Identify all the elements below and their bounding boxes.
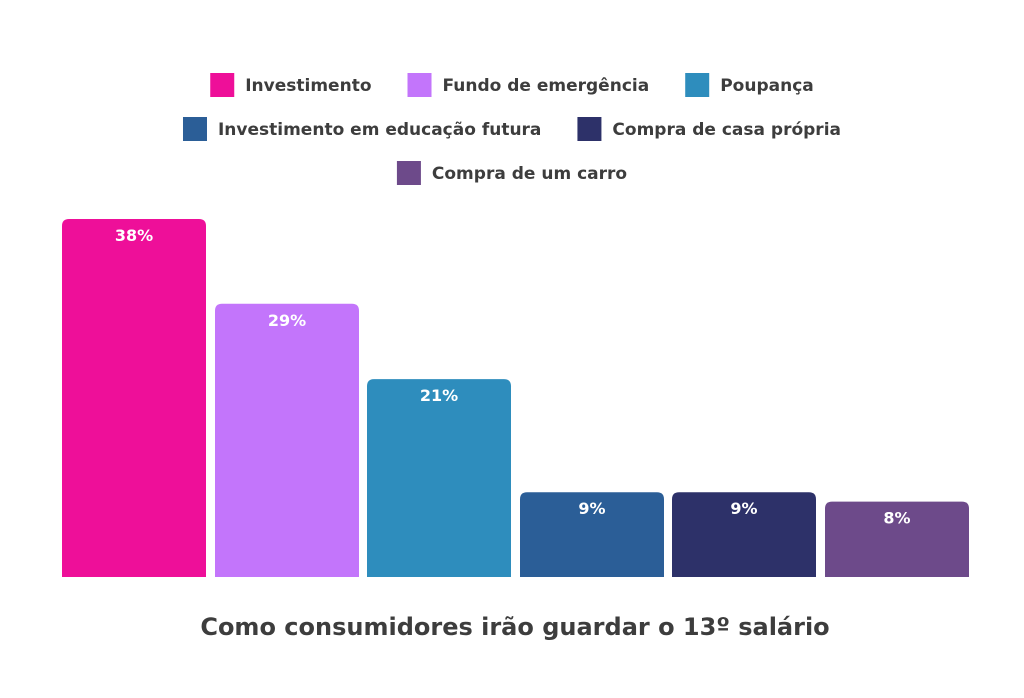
legend-swatch bbox=[577, 117, 602, 141]
legend-label: Fundo de emergência bbox=[443, 76, 650, 96]
bar-investimento-em-educacao-futura bbox=[520, 492, 664, 577]
legend-label: Investimento em educação futura bbox=[218, 120, 541, 140]
bar-fundo-de-emergencia bbox=[215, 303, 359, 577]
bar-compra-de-um-carro bbox=[825, 501, 969, 577]
value-label-investimento-em-educacao-futura: 9% bbox=[578, 499, 605, 518]
legend-item-fundo-de-emergencia: Fundo de emergência bbox=[407, 73, 650, 97]
legend-item-investimento-em-educacao-futura: Investimento em educação futura bbox=[182, 117, 541, 141]
legend-item-compra-de-um-carro: Compra de um carro bbox=[396, 161, 627, 185]
bar-compra-de-casa-propria bbox=[672, 492, 816, 577]
legend-swatch bbox=[182, 117, 207, 141]
legend-label: Investimento bbox=[245, 76, 371, 96]
value-label-compra-de-um-carro: 8% bbox=[883, 509, 910, 528]
legend-swatch bbox=[407, 73, 432, 97]
bar-poupanca bbox=[367, 379, 511, 577]
bars: 38% 29% 21% 9% 9% 8% bbox=[62, 219, 969, 577]
legend-item-poupanca: Poupança bbox=[685, 73, 814, 97]
value-label-fundo-de-emergencia: 29% bbox=[268, 311, 306, 330]
legend-label: Poupança bbox=[720, 76, 814, 96]
value-label-compra-de-casa-propria: 9% bbox=[730, 499, 757, 518]
legend-item-investimento: Investimento bbox=[210, 73, 372, 97]
value-label-poupanca: 21% bbox=[420, 386, 458, 405]
chart-title: Como consumidores irão guardar o 13º sal… bbox=[200, 613, 829, 641]
legend-label: Compra de um carro bbox=[432, 164, 627, 184]
legend-swatch bbox=[396, 161, 421, 185]
legend-swatch bbox=[685, 73, 710, 97]
legend: Investimento Fundo de emergência Poupança I… bbox=[182, 73, 841, 185]
legend-label: Compra de casa própria bbox=[612, 120, 841, 140]
legend-swatch bbox=[210, 73, 235, 97]
bar-investimento bbox=[62, 219, 206, 577]
value-label-investimento: 38% bbox=[115, 226, 153, 245]
legend-item-compra-de-casa-propria: Compra de casa própria bbox=[577, 117, 841, 141]
